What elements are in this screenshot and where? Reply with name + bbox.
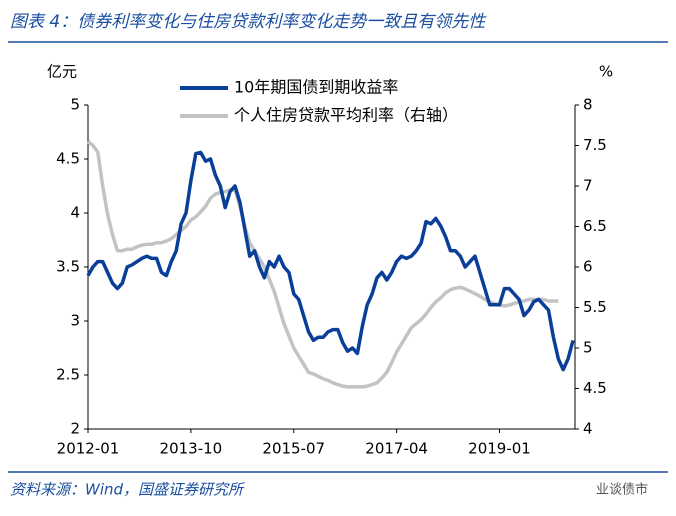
y2-tick-label: 5.5 (583, 298, 607, 316)
y-tick-label: 3.5 (56, 258, 80, 276)
y-tick-label: 4.5 (56, 150, 80, 168)
y-tick-label: 2.5 (56, 366, 80, 384)
y2-tick-label: 8 (583, 96, 593, 114)
legend-label: 10年期国债到期收益率 (234, 78, 398, 97)
chart-title: 图表 4：债券利率变化与住房贷款利率变化走势一致且有领先性 (10, 12, 487, 32)
y2-tick-label: 4 (583, 420, 593, 438)
x-tick-label: 2019-01 (468, 440, 531, 458)
series-line (86, 140, 559, 389)
y-tick-label: 2 (70, 420, 80, 438)
x-tick-label: 2012-01 (57, 440, 120, 458)
x-tick-label: 2015-07 (262, 440, 325, 458)
y2-tick-label: 6 (583, 258, 593, 276)
y2-tick-label: 7 (583, 177, 593, 195)
y2-tick-label: 6.5 (583, 217, 607, 235)
y2-axis-label: % (599, 63, 613, 81)
y-tick-label: 5 (70, 96, 80, 114)
y-axis-label: 亿元 (47, 63, 77, 81)
x-tick-label: 2017-04 (365, 440, 428, 458)
y2-tick-label: 4.5 (583, 379, 607, 397)
y2-tick-label: 7.5 (583, 136, 607, 154)
watermark: 业谈债市 (596, 482, 648, 498)
series-line (86, 150, 575, 372)
x-tick-label: 2013-10 (160, 440, 223, 458)
source: 资料来源：Wind，国盛证券研究所 (10, 481, 245, 499)
y-tick-label: 4 (70, 204, 80, 222)
y-tick-label: 3 (70, 312, 80, 330)
legend-label: 个人住房贷款平均利率（右轴） (234, 106, 458, 125)
y2-tick-label: 5 (583, 339, 593, 357)
